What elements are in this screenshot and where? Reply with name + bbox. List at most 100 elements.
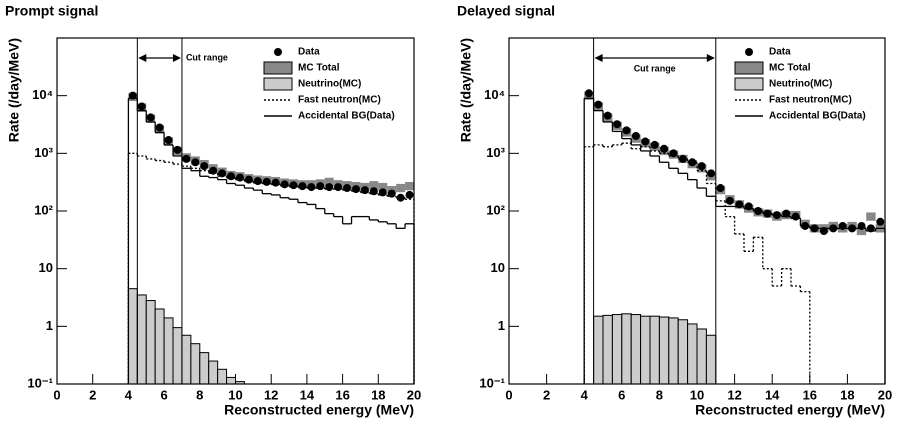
legend-symbol bbox=[745, 48, 753, 56]
legend-label: Data bbox=[298, 47, 320, 58]
x-tick-label: 4 bbox=[125, 387, 133, 402]
hist-bar bbox=[649, 315, 660, 385]
x-tick-label: 14 bbox=[300, 387, 315, 402]
legend-item: Fast neutron(MC) bbox=[264, 95, 381, 106]
data-point bbox=[262, 177, 271, 186]
legend-symbol bbox=[263, 77, 293, 91]
panel-title: Delayed signal bbox=[457, 3, 555, 19]
mc-box bbox=[405, 181, 414, 191]
data-point bbox=[866, 224, 875, 233]
data-point bbox=[271, 178, 280, 187]
y-tick-label: 10⁻¹ bbox=[27, 375, 53, 390]
hist-bar bbox=[668, 317, 679, 385]
panel: Delayed signal Reconstructed energy (MeV)… bbox=[457, 3, 892, 418]
legend-item: Neutrino(MC) bbox=[734, 77, 832, 91]
x-tick-label: 6 bbox=[160, 387, 167, 402]
hist-bar bbox=[226, 376, 236, 385]
x-tick-label: 0 bbox=[53, 387, 60, 402]
legend-item: MC Total bbox=[263, 61, 340, 75]
data-point bbox=[688, 158, 697, 167]
mc-box bbox=[324, 177, 334, 187]
hist-bar bbox=[677, 319, 689, 385]
hist-bar bbox=[705, 334, 717, 385]
data-point bbox=[378, 188, 387, 197]
x-tick-label: 14 bbox=[765, 387, 780, 402]
mc-box bbox=[378, 182, 388, 192]
plot-frame bbox=[508, 37, 886, 385]
data-point bbox=[772, 211, 781, 220]
hist-bar bbox=[181, 334, 192, 385]
series bbox=[127, 288, 245, 385]
legend-item: Data bbox=[274, 47, 320, 58]
data-point bbox=[641, 137, 650, 146]
legend-symbol bbox=[734, 77, 764, 91]
data-point bbox=[173, 145, 182, 154]
data-point bbox=[707, 169, 716, 178]
data-point bbox=[182, 154, 191, 163]
x-tick-label: 0 bbox=[505, 387, 512, 402]
legend-label: Neutrino(MC) bbox=[298, 79, 361, 90]
data-point bbox=[396, 193, 405, 202]
data-point bbox=[622, 126, 631, 135]
x-tick-label: 16 bbox=[803, 387, 817, 402]
hist-bar bbox=[163, 317, 174, 385]
data-point bbox=[857, 221, 866, 230]
x-tick-label: 8 bbox=[196, 387, 203, 402]
data-point bbox=[735, 200, 744, 209]
hist-bar bbox=[621, 313, 632, 385]
series bbox=[128, 91, 414, 202]
legend-symbol bbox=[263, 61, 293, 75]
data-point bbox=[253, 177, 262, 186]
y-tick-label: 10⁴ bbox=[484, 87, 505, 102]
hist-bar bbox=[602, 314, 613, 385]
x-tick-label: 12 bbox=[727, 387, 741, 402]
data-point bbox=[307, 183, 316, 192]
legend-label: Accidental BG(Data) bbox=[769, 111, 866, 122]
legend-label: Accidental BG(Data) bbox=[298, 111, 395, 122]
series bbox=[593, 313, 717, 385]
data-point bbox=[660, 144, 669, 153]
arrow-head bbox=[138, 54, 147, 62]
data-point bbox=[744, 202, 753, 211]
hist-bar bbox=[593, 315, 604, 385]
y-tick-label: 1 bbox=[498, 318, 505, 333]
data-point bbox=[298, 182, 307, 191]
x-axis-label: Reconstructed energy (MeV) bbox=[224, 402, 414, 418]
x-tick-label: 2 bbox=[89, 387, 96, 402]
data-point bbox=[128, 91, 137, 100]
hist-bar bbox=[127, 288, 138, 385]
hist-bar bbox=[630, 314, 642, 385]
hist-bar bbox=[208, 360, 219, 385]
legend-symbol bbox=[734, 61, 764, 75]
legend-label: Neutrino(MC) bbox=[769, 79, 832, 90]
hist-bar bbox=[154, 308, 165, 385]
legend-symbol bbox=[274, 48, 282, 56]
x-tick-label: 12 bbox=[264, 387, 278, 402]
hist-bar bbox=[199, 352, 210, 385]
y-tick-label: 10⁻¹ bbox=[479, 375, 505, 390]
x-tick-label: 4 bbox=[581, 387, 589, 402]
data-point bbox=[369, 187, 378, 196]
hist-bar bbox=[640, 315, 651, 385]
arrow-head bbox=[172, 54, 181, 62]
hist-bar bbox=[696, 328, 707, 385]
x-tick-label: 20 bbox=[407, 387, 421, 402]
y-tick-label: 10 bbox=[491, 260, 505, 275]
data-point bbox=[360, 186, 369, 195]
data-point bbox=[209, 166, 218, 175]
y-tick-label: 10² bbox=[486, 202, 505, 217]
data-point bbox=[613, 120, 622, 129]
hist-bar bbox=[687, 323, 698, 385]
data-point bbox=[810, 224, 819, 233]
arrow-head bbox=[706, 54, 715, 62]
legend-label: MC Total bbox=[298, 63, 340, 74]
data-point bbox=[669, 149, 678, 158]
hist-bar bbox=[172, 327, 183, 385]
data-point bbox=[316, 182, 325, 191]
data-point bbox=[405, 190, 414, 199]
data-point bbox=[754, 207, 763, 215]
data-point bbox=[594, 100, 603, 109]
data-point bbox=[200, 162, 209, 171]
data-point bbox=[235, 173, 244, 182]
